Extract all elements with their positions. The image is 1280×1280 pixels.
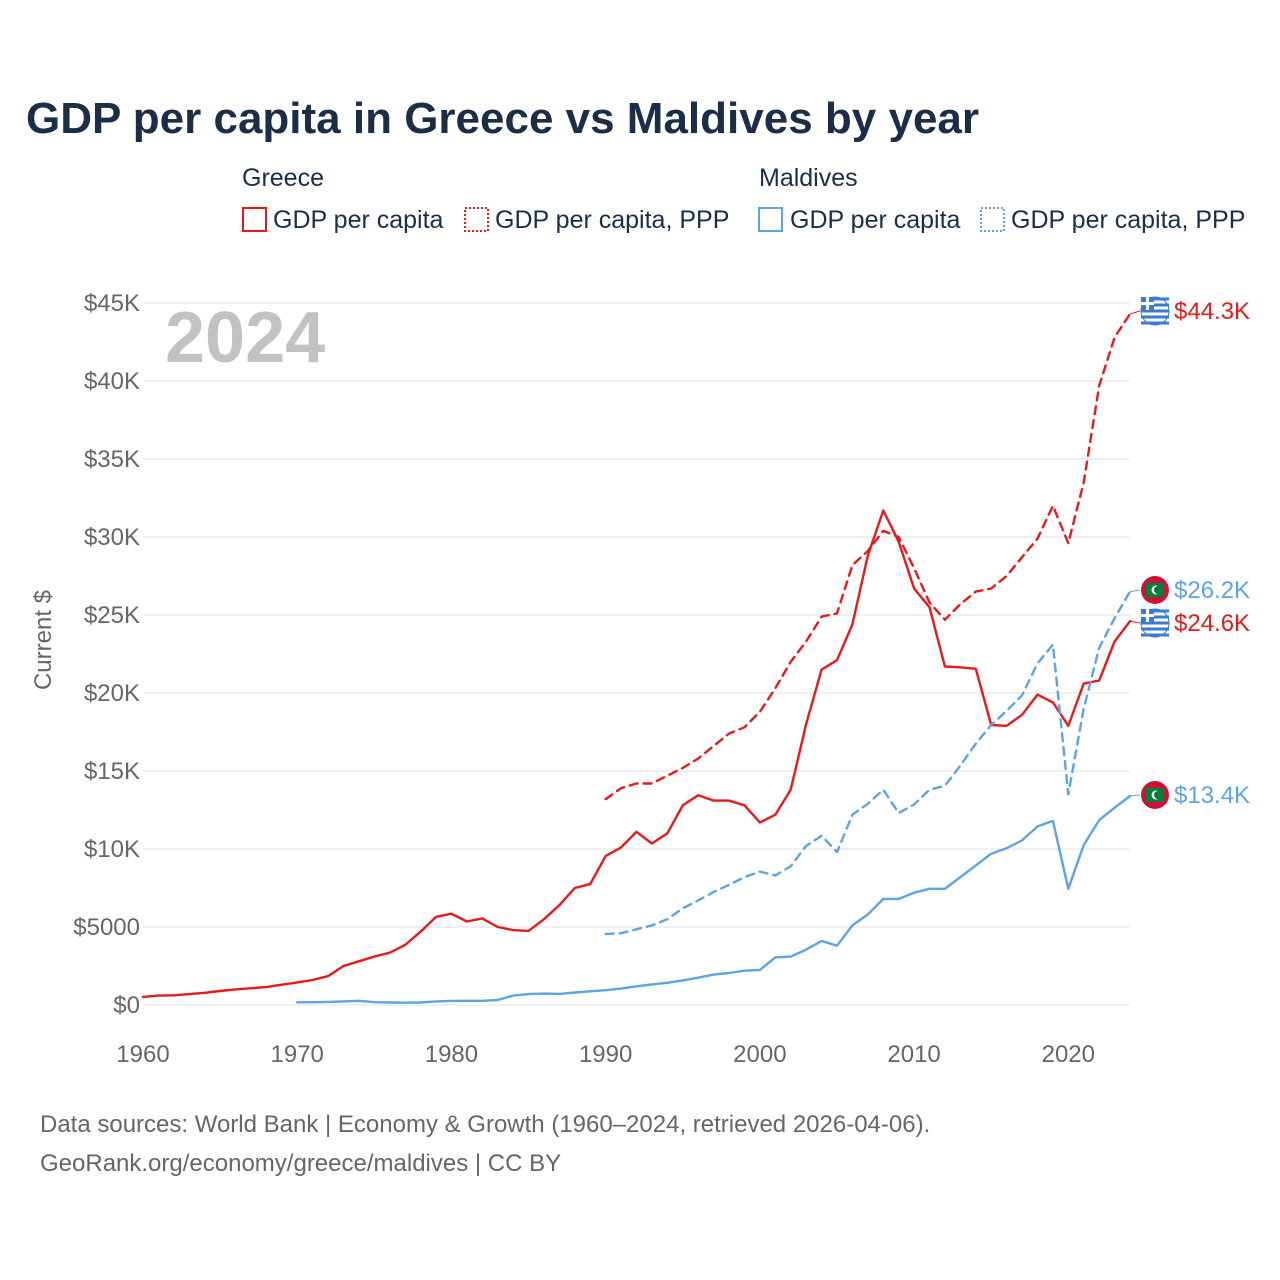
series — [141, 312, 1132, 1004]
end-label-connector — [1129, 589, 1141, 593]
chart-title: GDP per capita in Greece vs Maldives by … — [26, 94, 979, 143]
series-line-maldives-gdp-per-capita-ppp — [604, 590, 1132, 936]
legend-swatch-maldives-gdp — [758, 207, 783, 232]
source-line-1: Data sources: World Bank | Economy & Gro… — [40, 1111, 930, 1138]
x-tick-label: 2020 — [1042, 1041, 1095, 1068]
x-tick-label: 2010 — [887, 1041, 940, 1068]
y-tick-label: $25K — [84, 602, 140, 629]
legend-swatch-maldives-ppp — [980, 207, 1005, 232]
y-tick-label: $40K — [84, 368, 140, 395]
y-tick-label: $30K — [84, 524, 140, 551]
y-tick-label: $35K — [84, 446, 140, 473]
end-label-connector — [1129, 310, 1141, 315]
legend-group-maldives: Maldives — [759, 164, 858, 192]
greece-flag-icon — [1140, 296, 1170, 326]
maldives-flag-icon — [1141, 576, 1169, 604]
end-value-label: $13.4K — [1174, 782, 1250, 809]
x-axis-ticks: 1960 1970 1980 1990 2000 2010 2020 — [116, 1041, 1095, 1068]
y-axis-ticks: $0 $5000 $10K $15K $20K $25K $30K $35K $40K $45K — [73, 290, 140, 1019]
end-value-label: $24.6K — [1174, 610, 1250, 637]
legend-swatch-greece-gdp — [242, 207, 267, 232]
year-watermark: 2024 — [165, 298, 325, 378]
end-label-connector — [1129, 794, 1141, 797]
y-axis-label: Current $ — [30, 590, 57, 690]
legend-label-greece-ppp: GDP per capita, PPP — [495, 206, 729, 234]
series-line-greece-gdp-per-capita-ppp — [604, 312, 1132, 801]
series-line-greece-gdp-per-capita — [141, 509, 1132, 999]
end-value-label: $44.3K — [1174, 298, 1250, 325]
maldives-flag-icon — [1141, 781, 1169, 809]
legend-label-maldives-gdp: GDP per capita — [790, 206, 961, 234]
legend: Greece GDP per capita GDP per capita, PP… — [242, 164, 1245, 234]
y-tick-label: $10K — [84, 836, 140, 863]
legend-label-maldives-ppp: GDP per capita, PPP — [1011, 206, 1245, 234]
greece-flag-icon — [1140, 608, 1170, 638]
x-tick-label: 2000 — [733, 1041, 786, 1068]
legend-label-greece-gdp: GDP per capita — [273, 206, 444, 234]
y-tick-label: $15K — [84, 758, 140, 785]
legend-swatch-greece-ppp — [464, 207, 489, 232]
y-tick-label: $0 — [113, 992, 140, 1019]
x-tick-label: 1970 — [271, 1041, 324, 1068]
y-tick-label: $45K — [84, 290, 140, 317]
grid — [143, 302, 1130, 1006]
end-value-label: $26.2K — [1174, 577, 1250, 604]
y-tick-label: $5000 — [73, 914, 140, 941]
source-line-2: GeoRank.org/economy/greece/maldives | CC… — [40, 1150, 561, 1177]
end-label-connector — [1129, 620, 1141, 624]
x-tick-label: 1960 — [116, 1041, 169, 1068]
y-tick-label: $20K — [84, 680, 140, 707]
end-labels: $24.6K $44.3K $13.4K $26.2K — [1129, 296, 1250, 809]
x-tick-label: 1980 — [425, 1041, 478, 1068]
series-line-maldives-gdp-per-capita — [296, 794, 1132, 1004]
legend-group-greece: Greece — [242, 164, 324, 192]
x-tick-label: 1990 — [579, 1041, 632, 1068]
